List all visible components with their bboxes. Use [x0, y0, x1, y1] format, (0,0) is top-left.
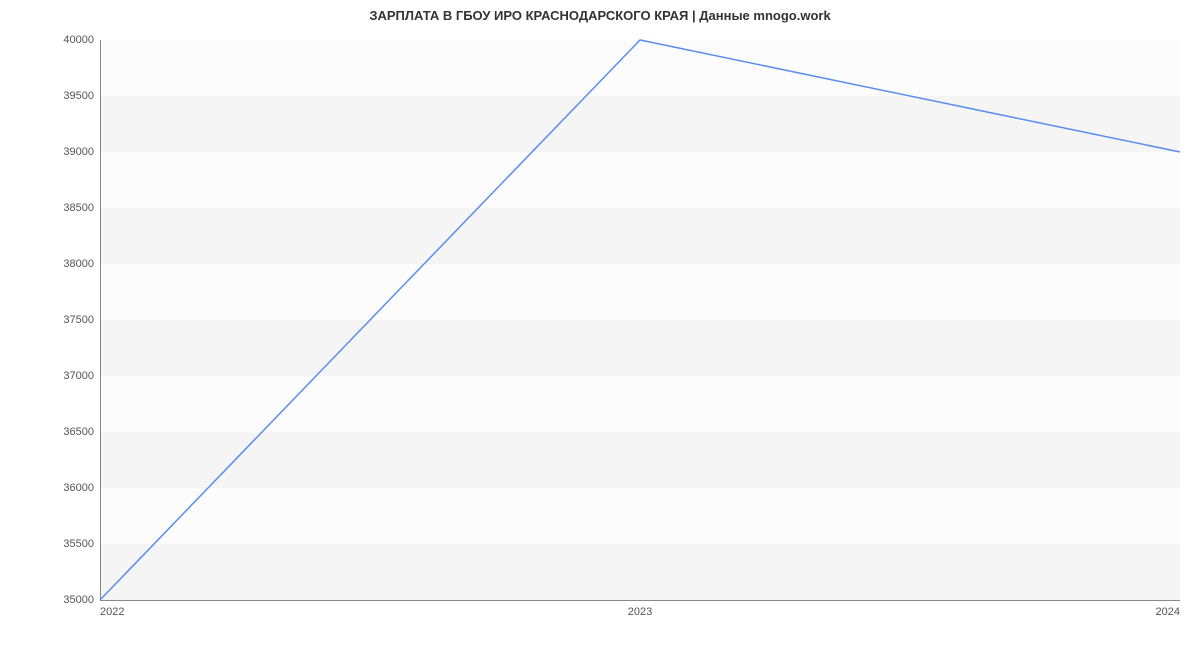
- chart-title: ЗАРПЛАТА В ГБОУ ИРО КРАСНОДАРСКОГО КРАЯ …: [0, 0, 1200, 27]
- x-tick-label: 2022: [100, 600, 124, 618]
- y-tick-label: 38500: [63, 202, 100, 214]
- y-tick-label: 35000: [63, 594, 100, 606]
- y-tick-label: 38000: [63, 258, 100, 270]
- y-tick-label: 36500: [63, 426, 100, 438]
- x-tick-label: 2024: [1156, 600, 1180, 618]
- x-tick-label: 2023: [628, 600, 652, 618]
- series-salary: [100, 40, 1180, 600]
- salary-chart: ЗАРПЛАТА В ГБОУ ИРО КРАСНОДАРСКОГО КРАЯ …: [0, 0, 1200, 650]
- y-tick-label: 35500: [63, 538, 100, 550]
- y-tick-label: 37500: [63, 314, 100, 326]
- series-layer: [100, 40, 1180, 600]
- y-tick-label: 39500: [63, 90, 100, 102]
- y-tick-label: 40000: [63, 34, 100, 46]
- plot-area: 3500035500360003650037000375003800038500…: [100, 40, 1180, 600]
- y-tick-label: 39000: [63, 146, 100, 158]
- y-tick-label: 37000: [63, 370, 100, 382]
- y-tick-label: 36000: [63, 482, 100, 494]
- x-axis-line: [100, 600, 1180, 601]
